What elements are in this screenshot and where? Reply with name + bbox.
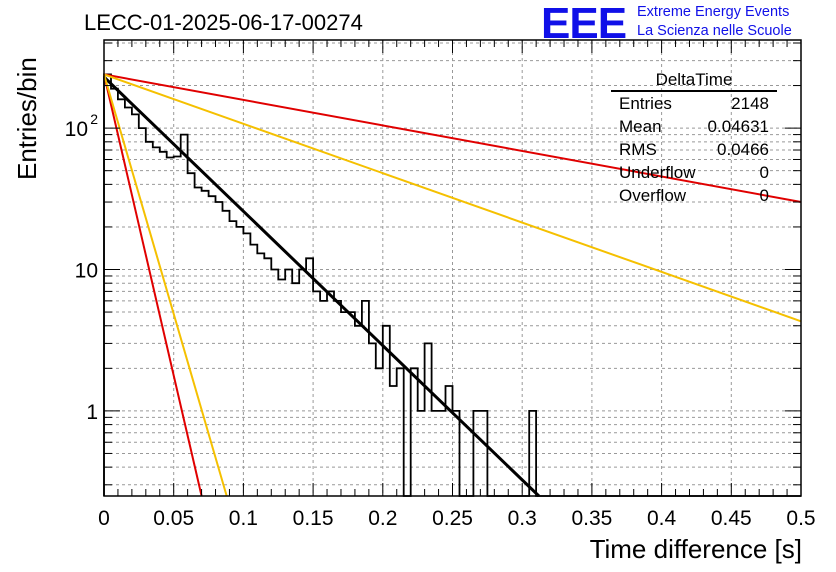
x-tick-label: 0.45 [711,507,752,530]
stats-label: Overflow [619,186,687,205]
stats-title: DeltaTime [611,70,777,92]
logo-line1: Extreme Energy Events [637,4,790,20]
x-tick-label: 0.3 [508,507,537,530]
eee-logo-text: Extreme Energy Events La Scienza nelle S… [637,3,792,41]
model-curve [103,73,802,323]
model-curve [103,74,228,497]
stats-value: 0.0466 [717,140,769,159]
x-tick-label: 0 [98,507,110,530]
stats-label: RMS [619,140,657,159]
y-tick-label: 10 [75,259,98,282]
stats-row-rms: RMS 0.0466 [611,138,777,161]
x-tick-label: 0.4 [647,507,677,530]
logo-line2: La Scienza nelle Scuole [637,23,792,39]
stats-row-underflow: Underflow 0 [611,161,777,184]
x-tick-label: 0.2 [368,507,397,530]
y-axis-label: Entries/bin [12,57,42,180]
eee-logo: EEE [541,0,627,48]
axis-ticks: 0 0.05 0.1 0.15 0.2 0.25 0.3 0.35 0.4 0.45 0.5 1 10 1… [65,40,816,530]
stats-value: 0 [759,163,769,182]
model-curve [103,73,802,203]
chart-title: LECC-01-2025-06-17-00274 [84,10,363,35]
y-tick-label: 1 [86,401,98,424]
stats-label: Mean [619,117,662,136]
stats-row-entries: Entries 2148 [611,92,777,115]
stats-value: 2148 [731,94,769,113]
x-tick-label: 0.05 [153,507,194,530]
x-tick-label: 0.35 [571,507,612,530]
y-tick-label-exponent: 2 [90,111,98,127]
fit-line [102,75,540,498]
x-tick-label: 0.5 [786,507,815,530]
x-axis-label: Time difference [s] [589,534,802,564]
stats-label: Underflow [619,163,696,182]
stats-row-overflow: Overflow 0 [611,184,777,207]
x-tick-label: 0.15 [293,507,334,530]
x-tick-label: 0.25 [432,507,473,530]
y-tick-label: 10 [65,118,88,141]
stats-box: DeltaTime Entries 2148 Mean 0.04631 RMS … [611,70,777,207]
stats-value: 0.04631 [707,117,769,136]
x-tick-label: 0.1 [229,507,258,530]
stats-value: 0 [759,186,769,205]
model-curve [103,74,203,497]
stats-row-mean: Mean 0.04631 [611,115,777,138]
stats-label: Entries [619,94,672,113]
